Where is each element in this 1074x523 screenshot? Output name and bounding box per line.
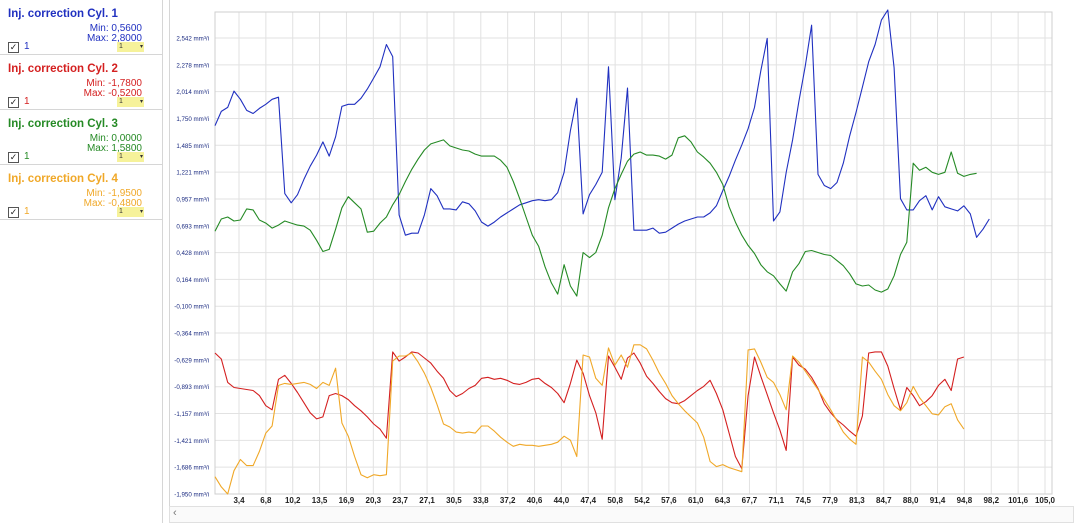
legend-title: Inj. correction Cyl. 3	[8, 118, 118, 130]
legend-item-cyl-4: Inj. correction Cyl. 4 Min: -1,9500 Max: -…	[0, 165, 162, 220]
legend-min: Min: 0,0000	[89, 133, 142, 144]
axis-select[interactable]: 1 ▾	[117, 152, 144, 162]
y-tick-label: 0,693 mm³/i	[176, 223, 209, 230]
visibility-checkbox[interactable]: ✓	[8, 207, 19, 218]
visibility-checkbox[interactable]: ✓	[8, 97, 19, 108]
y-tick-label: 1,750 mm³/i	[176, 116, 209, 123]
y-tick-label: -1,421 mm³/i	[174, 438, 209, 445]
series-line-cyl-1	[214, 9, 990, 238]
legend-axis-index: 1	[24, 41, 30, 52]
chart: 2,542 mm³/i 2,278 mm³/i 2,014 mm³/i 1,750 m…	[174, 9, 1056, 505]
legend-axis-index: 1	[24, 151, 30, 162]
x-tick-label: 13,5	[312, 496, 328, 505]
y-tick-label: 2,542 mm³/i	[176, 36, 209, 43]
horizontal-scrollbar[interactable]: ‹	[169, 506, 1074, 523]
legend-panel: Inj. correction Cyl. 1 Min: 0,5600 Max: 2,…	[0, 0, 163, 523]
axis-select-value: 1	[119, 98, 123, 105]
y-tick-label: 2,278 mm³/i	[176, 62, 209, 69]
series-line-cyl-3	[214, 135, 977, 297]
chevron-down-icon: ▾	[139, 99, 143, 105]
y-tick-label: -0,629 mm³/i	[174, 357, 209, 364]
legend-max: Max: 1,5800	[86, 143, 142, 154]
axis-select[interactable]: 1 ▾	[117, 207, 144, 217]
legend-min: Min: 0,5600	[89, 23, 142, 34]
legend-title: Inj. correction Cyl. 4	[8, 173, 118, 185]
x-tick-label: 91,4	[930, 496, 946, 505]
x-tick-label: 16,9	[339, 496, 355, 505]
chevron-down-icon: ▾	[139, 154, 143, 160]
x-tick-label: 20,3	[366, 496, 382, 505]
legend-item-cyl-3: Inj. correction Cyl. 3 Min: 0,0000 Max: 1,…	[0, 110, 162, 165]
x-tick-label: 54,2	[634, 496, 650, 505]
legend-min: Min: -1,7800	[86, 78, 142, 89]
x-tick-label: 61,0	[688, 496, 704, 505]
legend-axis-index: 1	[24, 96, 30, 107]
y-tick-label: -0,893 mm³/i	[174, 384, 209, 391]
axis-select-value: 1	[119, 208, 123, 215]
x-tick-label: 30,5	[446, 496, 462, 505]
x-tick-label: 94,8	[957, 496, 973, 505]
x-tick-label: 84,7	[876, 496, 892, 505]
axis-select[interactable]: 1 ▾	[117, 42, 144, 52]
plot-area	[214, 11, 1053, 495]
x-tick-label: 40,6	[527, 496, 543, 505]
legend-max: Max: -0,4800	[83, 198, 142, 209]
x-tick-label: 98,2	[983, 496, 999, 505]
axis-select-value: 1	[119, 43, 123, 50]
legend-title: Inj. correction Cyl. 2	[8, 63, 118, 75]
legend-item-cyl-1: Inj. correction Cyl. 1 Min: 0,5600 Max: 2,…	[0, 0, 162, 55]
chart-panel: 2,542 mm³/i 2,278 mm³/i 2,014 mm³/i 1,750 m…	[169, 0, 1074, 523]
x-tick-label: 47,4	[580, 496, 596, 505]
x-tick-label: 10,2	[285, 496, 301, 505]
x-tick-label: 81,3	[849, 496, 865, 505]
y-tick-label: 1,485 mm³/i	[176, 143, 209, 150]
x-tick-label: 67,7	[742, 496, 758, 505]
visibility-checkbox[interactable]: ✓	[8, 152, 19, 163]
x-tick-label: 27,1	[419, 496, 435, 505]
legend-item-cyl-2: Inj. correction Cyl. 2 Min: -1,7800 Max: -…	[0, 55, 162, 110]
y-tick-label: -1,157 mm³/i	[174, 411, 209, 418]
chevron-down-icon: ▾	[139, 44, 143, 50]
scroll-left-icon[interactable]: ‹	[173, 507, 177, 519]
x-tick-label: 101,6	[1008, 496, 1029, 505]
legend-max: Max: -0,5200	[83, 88, 142, 99]
x-tick-label: 44,0	[554, 496, 570, 505]
x-tick-label: 74,5	[795, 496, 811, 505]
y-tick-label: 0,957 mm³/i	[176, 196, 209, 203]
series-line-cyl-2	[214, 351, 965, 470]
x-tick-label: 71,1	[769, 496, 785, 505]
y-tick-label: -0,100 mm³/i	[174, 304, 209, 311]
x-tick-label: 37,2	[500, 496, 516, 505]
legend-axis-index: 1	[24, 206, 30, 217]
legend-title: Inj. correction Cyl. 1	[8, 8, 118, 20]
y-tick-label: -1,950 mm³/i	[174, 492, 209, 499]
y-tick-label: -1,686 mm³/i	[174, 465, 209, 472]
series-line-cyl-4	[214, 344, 965, 495]
x-tick-label: 33,8	[473, 496, 489, 505]
chevron-down-icon: ▾	[139, 209, 143, 215]
x-tick-label: 57,6	[661, 496, 677, 505]
axis-select-value: 1	[119, 153, 123, 160]
x-tick-label: 105,0	[1035, 496, 1056, 505]
x-tick-label: 6,8	[260, 496, 272, 505]
y-tick-label: 0,164 mm³/i	[176, 277, 209, 284]
x-tick-label: 77,9	[822, 496, 838, 505]
x-tick-label: 3,4	[233, 496, 245, 505]
y-tick-label: 2,014 mm³/i	[176, 89, 209, 96]
y-tick-label: -0,364 mm³/i	[174, 331, 209, 338]
x-tick-label: 64,3	[715, 496, 731, 505]
axis-select[interactable]: 1 ▾	[117, 97, 144, 107]
y-tick-label: 0,428 mm³/i	[176, 250, 209, 257]
visibility-checkbox[interactable]: ✓	[8, 42, 19, 53]
legend-min: Min: -1,9500	[86, 188, 142, 199]
y-tick-label: 1,221 mm³/i	[176, 170, 209, 177]
legend-max: Max: 2,8000	[86, 33, 142, 44]
x-tick-label: 23,7	[392, 496, 408, 505]
x-tick-label: 50,8	[607, 496, 623, 505]
x-tick-label: 88,0	[903, 496, 919, 505]
